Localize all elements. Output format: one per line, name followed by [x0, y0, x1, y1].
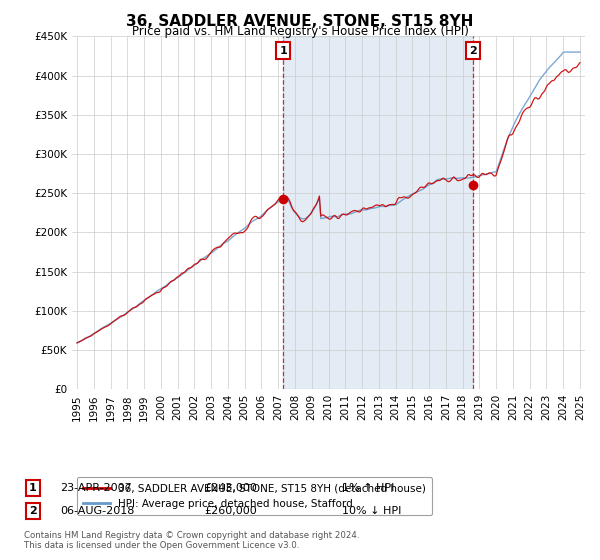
Text: 1: 1	[29, 483, 37, 493]
Text: Contains HM Land Registry data © Crown copyright and database right 2024.
This d: Contains HM Land Registry data © Crown c…	[24, 530, 359, 550]
Text: £243,000: £243,000	[204, 483, 257, 493]
Text: 06-AUG-2018: 06-AUG-2018	[60, 506, 134, 516]
Text: 23-APR-2007: 23-APR-2007	[60, 483, 132, 493]
Text: 1% ↑ HPI: 1% ↑ HPI	[342, 483, 394, 493]
Text: £260,000: £260,000	[204, 506, 257, 516]
Bar	[283, 36, 473, 389]
Text: 1: 1	[280, 45, 287, 55]
Text: 2: 2	[29, 506, 37, 516]
Text: 2: 2	[469, 45, 476, 55]
Text: 10% ↓ HPI: 10% ↓ HPI	[342, 506, 401, 516]
Legend: 36, SADDLER AVENUE, STONE, ST15 8YH (detached house), HPI: Average price, detach: 36, SADDLER AVENUE, STONE, ST15 8YH (det…	[77, 477, 432, 515]
Text: Price paid vs. HM Land Registry's House Price Index (HPI): Price paid vs. HM Land Registry's House …	[131, 25, 469, 38]
Text: 36, SADDLER AVENUE, STONE, ST15 8YH: 36, SADDLER AVENUE, STONE, ST15 8YH	[127, 14, 473, 29]
